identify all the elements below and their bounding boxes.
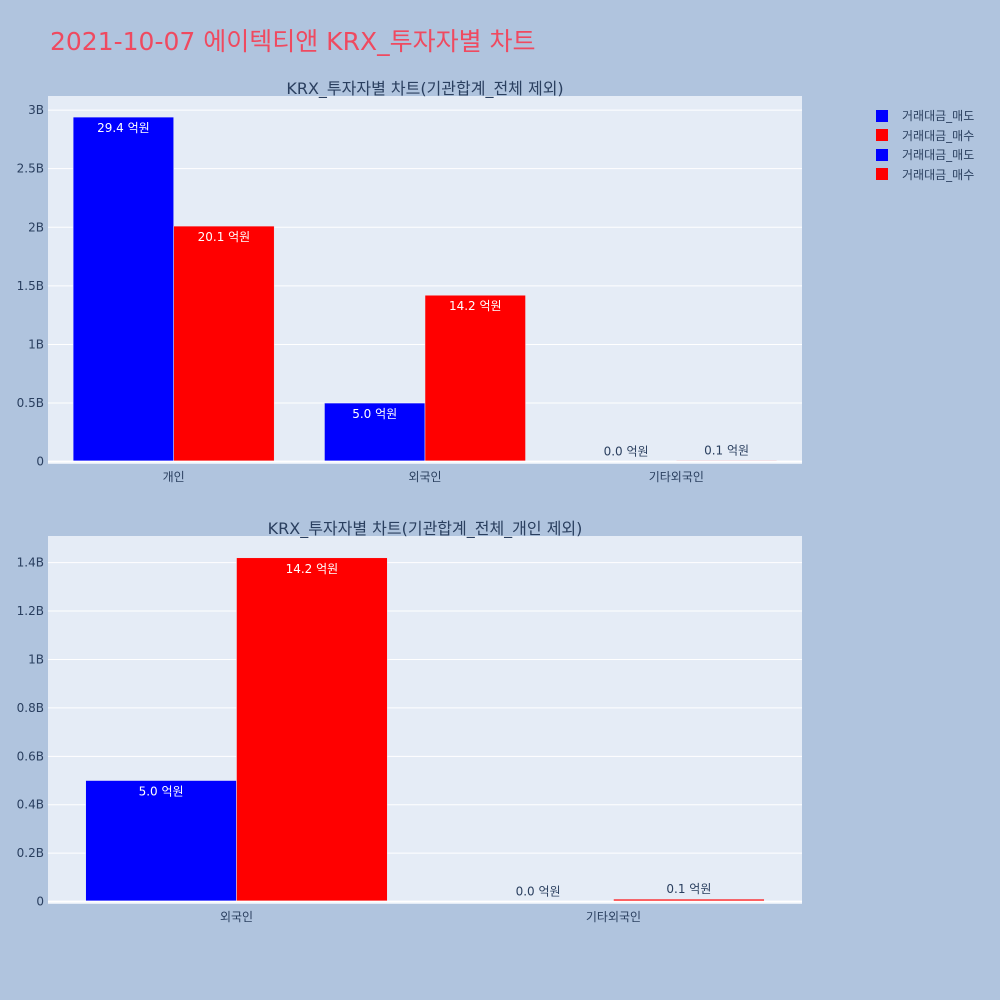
data-label: 5.0 억원 xyxy=(352,407,397,421)
legend-label: 거래대금_매수 xyxy=(902,128,975,143)
data-label: 5.0 억원 xyxy=(139,785,184,799)
legend-label: 거래대금_매도 xyxy=(902,109,975,124)
legend-item[interactable]: 거래대금_매도 xyxy=(876,145,974,165)
y-tick-label: 2B xyxy=(28,220,44,234)
legend-label: 거래대금_매도 xyxy=(902,148,975,163)
y-tick-label: 0.2B xyxy=(17,846,44,860)
data-label: 14.2 억원 xyxy=(286,562,339,576)
bar xyxy=(424,294,526,462)
data-label: 0.1 억원 xyxy=(704,443,749,457)
page-title: 2021-10-07 에이텍티앤 KRX_투자자별 차트 xyxy=(50,27,536,56)
x-tick-label: 기타외국인 xyxy=(649,470,704,484)
y-tick-label: 3B xyxy=(28,103,44,117)
legend-swatch-icon xyxy=(876,168,888,181)
legend-swatch-icon xyxy=(876,129,888,142)
x-tick-label: 외국인 xyxy=(408,470,441,484)
x-tick-label: 기타외국인 xyxy=(586,910,641,924)
legend-item[interactable]: 거래대금_매수 xyxy=(876,165,974,185)
y-tick-label: 0 xyxy=(36,455,44,469)
chart-title: KRX_투자자별 차트(기관합계_전체_개인 제외) xyxy=(268,519,583,539)
data-label: 14.2 억원 xyxy=(449,299,502,313)
legend-item[interactable]: 거래대금_매도 xyxy=(876,106,974,126)
bar xyxy=(236,557,388,902)
chart-panel-2: 0 0.2B 0.4B 0.6B 0.8B 1B 1.2B 1.4B 5.0 억원 0.0 억원 1… xyxy=(17,519,802,924)
legend-swatch-icon xyxy=(876,148,888,161)
bar xyxy=(173,225,275,462)
legend-swatch-icon xyxy=(876,109,888,122)
y-tick-label: 0.4B xyxy=(17,798,44,812)
chart-panel-1: 0 0.5B 1B 1.5B 2B 2.5B 3B 29.4 억원 5.0 억원 0.0 억원 20… xyxy=(17,79,802,484)
y-tick-label: 1.4B xyxy=(17,556,44,570)
data-label: 0.0 억원 xyxy=(516,885,561,899)
legend: 거래대금_매도 거래대금_매수 거래대금_매도 거래대금_매수 xyxy=(876,106,974,184)
legend-item[interactable]: 거래대금_매수 xyxy=(876,126,974,146)
data-label: 20.1 억원 xyxy=(198,230,251,244)
legend-label: 거래대금_매수 xyxy=(902,167,975,182)
data-label: 0.1 억원 xyxy=(666,882,711,896)
y-tick-label: 0.8B xyxy=(17,701,44,715)
y-tick-label: 1.2B xyxy=(17,604,44,618)
data-label: 0.0 억원 xyxy=(604,445,649,459)
x-tick-label: 외국인 xyxy=(220,910,253,924)
x-tick-label: 개인 xyxy=(163,470,185,484)
chart-title: KRX_투자자별 차트(기관합계_전체 제외) xyxy=(286,79,563,99)
y-tick-label: 0 xyxy=(36,895,44,909)
bar xyxy=(72,116,174,462)
y-tick-label: 2.5B xyxy=(17,162,44,176)
y-tick-label: 1B xyxy=(28,337,44,351)
y-tick-label: 1B xyxy=(28,652,44,666)
bar xyxy=(324,402,426,462)
y-tick-label: 0.5B xyxy=(17,396,44,410)
bar xyxy=(85,780,237,902)
y-tick-label: 0.6B xyxy=(17,749,44,763)
data-label: 29.4 억원 xyxy=(97,121,150,135)
y-tick-label: 1.5B xyxy=(17,279,44,293)
